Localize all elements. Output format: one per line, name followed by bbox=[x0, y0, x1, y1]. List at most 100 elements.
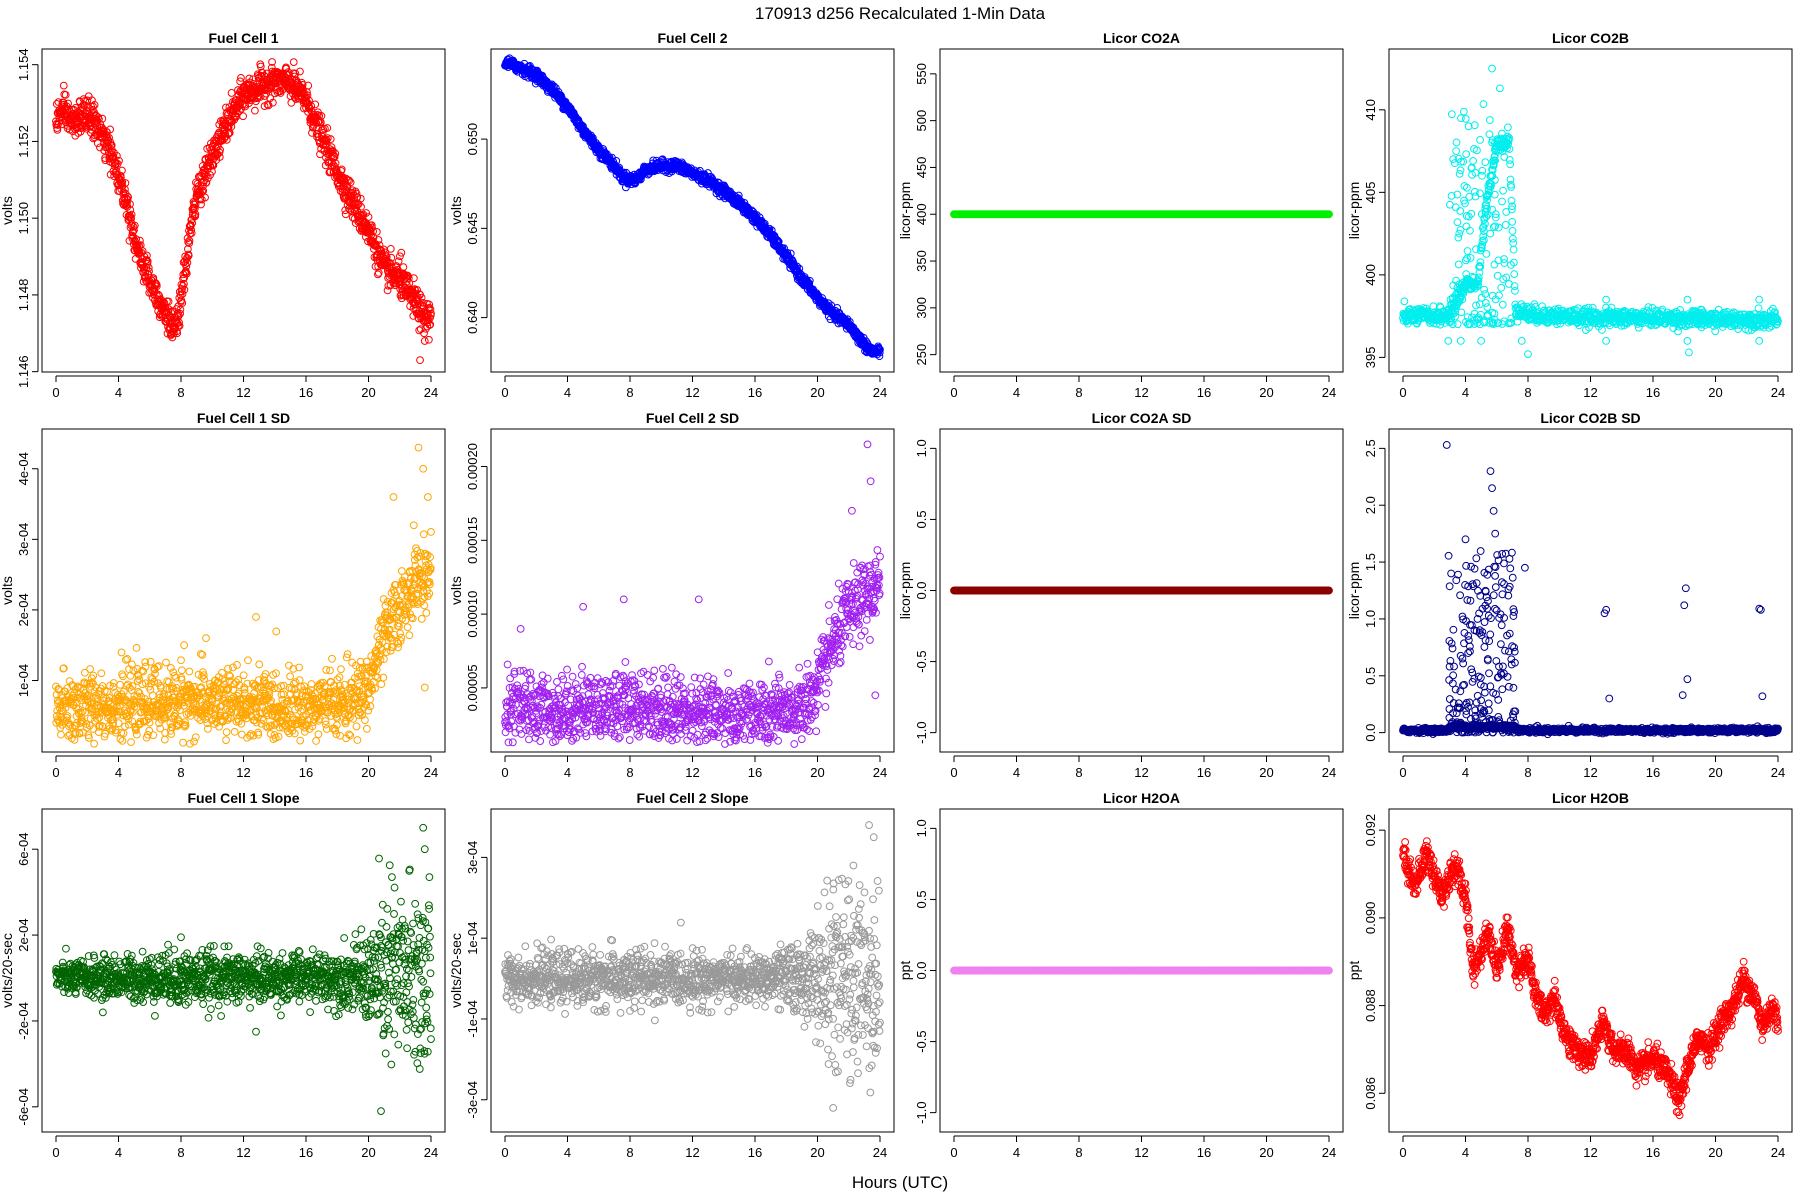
x-tick-label: 20 bbox=[361, 385, 375, 400]
y-tick-label: 250 bbox=[914, 344, 929, 366]
panel-title: Fuel Cell 2 bbox=[657, 30, 727, 46]
data-point bbox=[178, 290, 187, 298]
x-tick-label: 4 bbox=[1462, 385, 1469, 400]
data-point bbox=[93, 139, 102, 148]
data-point bbox=[126, 200, 134, 209]
data-point bbox=[168, 333, 177, 342]
data-point bbox=[173, 329, 182, 338]
data-point bbox=[144, 263, 153, 272]
data-point bbox=[152, 282, 161, 291]
data-point bbox=[112, 151, 121, 160]
x-tick-label: 20 bbox=[810, 385, 824, 400]
data-point bbox=[115, 156, 123, 165]
data-point bbox=[179, 274, 187, 283]
x-tick-label: 4 bbox=[564, 385, 571, 400]
y-tick-label: 1.150 bbox=[16, 202, 31, 235]
y-tick-label: 400 bbox=[1363, 264, 1378, 286]
y-tick-label: 405 bbox=[1363, 181, 1378, 203]
x-tick-label: 16 bbox=[1197, 385, 1211, 400]
panel-title: Fuel Cell 1 SD bbox=[197, 410, 290, 426]
panel-fuel-cell-1: Fuel Cell 10 4 8 12 16 20 241.1461.1481.1501.1… bbox=[0, 30, 446, 400]
x-tick-label: 12 bbox=[1583, 385, 1597, 400]
y-tick-label: 1.152 bbox=[16, 125, 31, 158]
data-point bbox=[129, 222, 138, 231]
data-point bbox=[145, 267, 153, 276]
data-point bbox=[98, 114, 107, 123]
data-point bbox=[88, 96, 96, 105]
x-tick-label: 24 bbox=[873, 385, 887, 400]
x-tick-label: 20 bbox=[1259, 385, 1273, 400]
y-tick-label: 0.640 bbox=[465, 301, 480, 334]
y-tick-label: 300 bbox=[914, 297, 929, 319]
data-point bbox=[59, 81, 68, 90]
y-tick-label: 400 bbox=[914, 203, 929, 225]
figure-title: 170913 d256 Recalculated 1-Min Data bbox=[755, 4, 1046, 23]
data-point bbox=[106, 125, 115, 134]
data-point bbox=[53, 121, 62, 129]
data-point bbox=[179, 279, 188, 288]
data-point bbox=[136, 236, 144, 245]
x-tick-label: 24 bbox=[1771, 385, 1785, 400]
x-tick-label: 0 bbox=[52, 385, 59, 400]
data-point bbox=[173, 309, 182, 318]
data-point bbox=[130, 226, 138, 235]
x-tick-label: 12 bbox=[685, 385, 699, 400]
y-tick-label: 1.148 bbox=[16, 279, 31, 312]
x-tick-label: 12 bbox=[1134, 385, 1148, 400]
x-tick-label: 16 bbox=[1646, 385, 1660, 400]
data-point bbox=[155, 291, 164, 300]
x-tick-label: 16 bbox=[299, 385, 313, 400]
y-axis-label: licor-ppm bbox=[897, 182, 913, 240]
x-tick-label: 8 bbox=[177, 385, 184, 400]
y-tick-label: 350 bbox=[914, 250, 929, 272]
data-point bbox=[94, 115, 103, 124]
y-axis-label: volts bbox=[448, 196, 464, 225]
data-point bbox=[175, 321, 184, 330]
data-point bbox=[138, 247, 147, 255]
data-point bbox=[52, 120, 61, 128]
x-tick-label: 8 bbox=[1075, 385, 1082, 400]
y-tick-label: 500 bbox=[914, 110, 929, 132]
y-tick-label: 0.645 bbox=[465, 212, 480, 245]
x-tick-label: 8 bbox=[1524, 385, 1531, 400]
data-point bbox=[178, 299, 187, 307]
x-tick-label: 0 bbox=[1399, 385, 1406, 400]
data-point bbox=[175, 318, 183, 327]
data-point bbox=[90, 101, 99, 109]
x-tick-label: 4 bbox=[1013, 385, 1020, 400]
y-tick-label: 450 bbox=[914, 157, 929, 179]
y-tick-label: 410 bbox=[1363, 99, 1378, 121]
panel-title: Licor CO2B bbox=[1552, 30, 1629, 46]
data-point bbox=[64, 99, 72, 108]
panel-title: Fuel Cell 1 bbox=[208, 30, 278, 46]
x-tick-label: 24 bbox=[1322, 385, 1336, 400]
x-tick-label: 0 bbox=[950, 385, 957, 400]
data-point bbox=[118, 178, 127, 187]
data-point bbox=[89, 102, 97, 111]
data-point bbox=[142, 251, 151, 260]
y-tick-label: 1.146 bbox=[16, 355, 31, 388]
data-points bbox=[52, 58, 435, 365]
data-point bbox=[151, 279, 160, 288]
panel-title: Licor CO2A bbox=[1103, 30, 1180, 46]
x-tick-label: 24 bbox=[424, 385, 438, 400]
data-point bbox=[127, 210, 136, 219]
data-point bbox=[121, 179, 130, 187]
x-tick-label: 8 bbox=[626, 385, 633, 400]
data-point bbox=[61, 91, 70, 99]
data-point bbox=[130, 221, 139, 230]
y-tick-label: 1.154 bbox=[16, 48, 31, 81]
y-axis-label: licor-ppm bbox=[1346, 182, 1362, 240]
data-points bbox=[950, 210, 1333, 219]
x-tick-label: 16 bbox=[748, 385, 762, 400]
data-point bbox=[180, 285, 189, 294]
data-point bbox=[129, 227, 137, 236]
x-tick-label: 4 bbox=[115, 385, 122, 400]
data-point bbox=[164, 297, 173, 306]
data-point bbox=[143, 260, 152, 268]
y-tick-label: 0.650 bbox=[465, 123, 480, 156]
data-point bbox=[53, 125, 62, 134]
data-point bbox=[176, 309, 185, 318]
